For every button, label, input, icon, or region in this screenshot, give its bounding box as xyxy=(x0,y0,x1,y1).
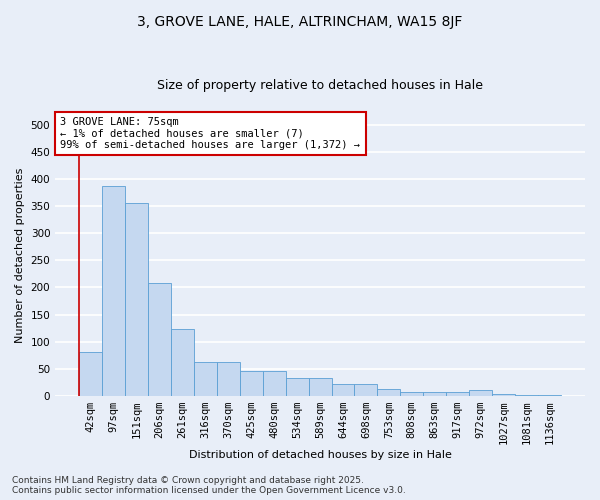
Bar xyxy=(469,390,492,396)
Bar xyxy=(240,372,263,396)
Bar xyxy=(308,378,332,396)
Bar xyxy=(79,352,102,396)
Bar xyxy=(332,384,355,396)
Bar xyxy=(446,392,469,396)
Bar xyxy=(171,329,194,396)
Bar xyxy=(217,362,240,396)
Bar xyxy=(400,392,423,396)
Bar xyxy=(377,389,400,396)
Bar xyxy=(102,186,125,396)
Bar xyxy=(148,283,171,396)
Bar xyxy=(492,394,515,396)
Y-axis label: Number of detached properties: Number of detached properties xyxy=(15,167,25,342)
Text: 3, GROVE LANE, HALE, ALTRINCHAM, WA15 8JF: 3, GROVE LANE, HALE, ALTRINCHAM, WA15 8J… xyxy=(137,15,463,29)
X-axis label: Distribution of detached houses by size in Hale: Distribution of detached houses by size … xyxy=(188,450,452,460)
Bar xyxy=(194,362,217,396)
Bar xyxy=(125,204,148,396)
Bar xyxy=(355,384,377,396)
Bar xyxy=(263,372,286,396)
Bar xyxy=(515,394,538,396)
Bar xyxy=(423,392,446,396)
Bar xyxy=(286,378,308,396)
Title: Size of property relative to detached houses in Hale: Size of property relative to detached ho… xyxy=(157,79,483,92)
Text: Contains HM Land Registry data © Crown copyright and database right 2025.
Contai: Contains HM Land Registry data © Crown c… xyxy=(12,476,406,495)
Text: 3 GROVE LANE: 75sqm
← 1% of detached houses are smaller (7)
99% of semi-detached: 3 GROVE LANE: 75sqm ← 1% of detached hou… xyxy=(61,117,361,150)
